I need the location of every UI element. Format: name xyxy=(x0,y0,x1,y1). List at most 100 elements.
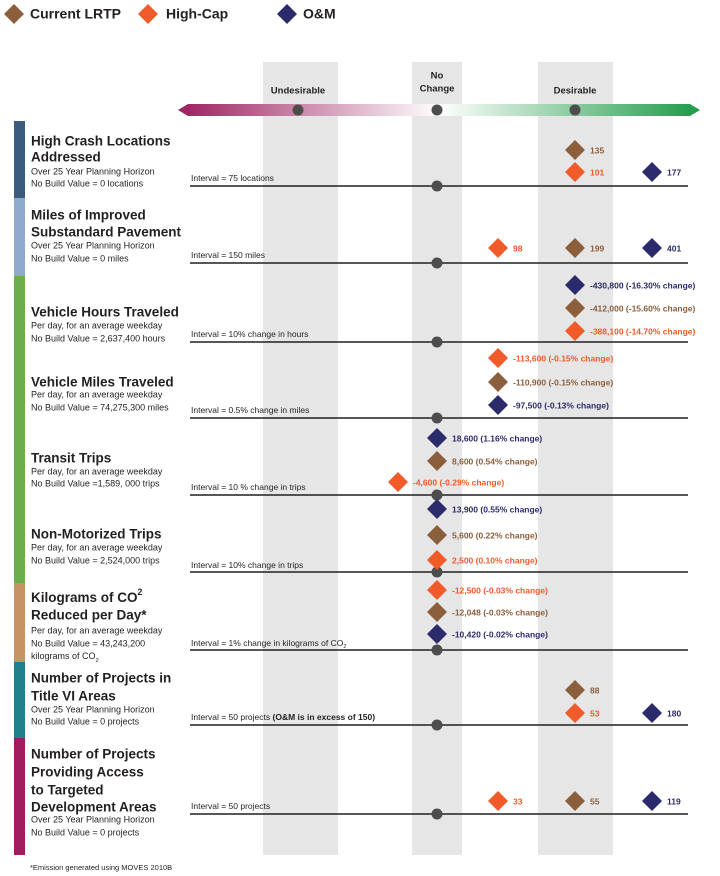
marker xyxy=(488,348,508,368)
row-color-bar xyxy=(14,276,25,352)
row-subtitle: No Build Value = 74,275,300 miles xyxy=(31,402,169,412)
scale-dot xyxy=(292,104,304,116)
row-title-part: Kilograms of CO xyxy=(31,590,138,605)
marker-label: 401 xyxy=(667,243,681,253)
scale-dot xyxy=(569,104,581,116)
row-title: High Crash Locations xyxy=(31,134,171,149)
scale-label: Change xyxy=(420,84,455,95)
row-title: Miles of Improved xyxy=(31,208,146,223)
interval-note-part: Interval = 50 projects xyxy=(191,712,273,722)
no-change-dot xyxy=(431,566,443,578)
row-subtitle: Per day, for an average weekday xyxy=(31,320,163,330)
no-change-dot xyxy=(431,489,443,501)
interval-note-part: 2 xyxy=(343,644,346,650)
legend-label: High-Cap xyxy=(166,6,228,22)
row-title: Development Areas xyxy=(31,800,157,815)
row-subtitle: No Build Value = 0 projects xyxy=(31,827,140,837)
marker-label: -12,048 (-0.03% change) xyxy=(452,607,548,617)
marker-label: -4,600 (-0.29% change) xyxy=(413,477,504,487)
interval-note-part: Interval = 0.5% change in miles xyxy=(191,405,309,415)
no-change-dot xyxy=(431,257,443,269)
legend-label: O&M xyxy=(303,6,336,22)
marker-label: -110,900 (-0.15% change) xyxy=(513,377,613,387)
marker xyxy=(488,238,508,258)
row-subtitle: Per day, for an average weekday xyxy=(31,542,163,552)
interval-note: Interval = 10% change in hours xyxy=(191,329,308,339)
row-color-bar xyxy=(14,662,25,738)
marker xyxy=(388,472,408,492)
marker-label: -97,500 (-0.13% change) xyxy=(513,400,609,410)
row-title: Providing Access xyxy=(31,765,144,780)
row-subtitle: No Build Value = 2,637,400 hours xyxy=(31,333,166,343)
marker-label: -113,600 (-0.15% change) xyxy=(513,353,613,363)
row-color-bar xyxy=(14,198,25,276)
interval-note-part: Interval = 150 miles xyxy=(191,250,265,260)
interval-note-part: Interval = 75 locations xyxy=(191,173,274,183)
row-title-part: 2 xyxy=(138,587,143,597)
row-subtitle: No Build Value = 0 locations xyxy=(31,178,144,188)
row-title: Substandard Pavement xyxy=(31,225,182,240)
row-subtitle: Over 25 Year Planning Horizon xyxy=(31,814,155,824)
interval-note-part: Interval = 10% change in hours xyxy=(191,329,308,339)
no-change-dot xyxy=(431,644,443,656)
interval-note: Interval = 50 projects xyxy=(191,801,270,811)
no-change-dot xyxy=(431,808,443,820)
row-title: Non-Motorized Trips xyxy=(31,527,162,542)
marker xyxy=(565,703,585,723)
marker-label: 2,500 (0.10% change) xyxy=(452,555,538,565)
row-title: to Targeted xyxy=(31,783,104,798)
marker xyxy=(565,680,585,700)
row-subtitle: kilograms of CO2 xyxy=(31,651,99,663)
marker xyxy=(427,499,447,519)
row-title: Number of Projects in xyxy=(31,671,171,686)
marker xyxy=(488,395,508,415)
marker-label: 88 xyxy=(590,685,600,695)
row-subtitle: No Build Value = 0 projects xyxy=(31,716,140,726)
marker xyxy=(427,580,447,600)
undesirable-column xyxy=(263,62,338,855)
marker-label: 180 xyxy=(667,708,681,718)
row-title: Transit Trips xyxy=(31,451,111,466)
marker-label: 101 xyxy=(590,167,604,177)
marker-label: 8,600 (0.54% change) xyxy=(452,456,538,466)
row-color-bar xyxy=(14,583,25,662)
interval-note: Interval = 1% change in kilograms of CO2 xyxy=(191,638,346,650)
marker xyxy=(565,140,585,160)
interval-note: Interval = 150 miles xyxy=(191,250,265,260)
no-change-dot xyxy=(431,719,443,731)
marker-label: 177 xyxy=(667,167,681,177)
legend-marker xyxy=(138,4,158,24)
row-title: Addressed xyxy=(31,150,101,165)
row-title: Title VI Areas xyxy=(31,689,116,704)
legend-marker xyxy=(277,4,297,24)
legend-label: Current LRTP xyxy=(30,6,121,22)
marker-label: 33 xyxy=(513,796,523,806)
interval-note: Interval = 10% change in trips xyxy=(191,560,303,570)
marker xyxy=(427,525,447,545)
row-title: Vehicle Miles Traveled xyxy=(31,375,174,390)
scale-label: Undesirable xyxy=(271,86,325,97)
marker-label: -412,000 (-15.60% change) xyxy=(590,303,696,313)
marker xyxy=(565,275,585,295)
row-subtitle: Per day, for an average weekday xyxy=(31,466,163,476)
row-subtitle: Per day, for an average weekday xyxy=(31,389,163,399)
marker-label: 5,600 (0.22% change) xyxy=(452,530,538,540)
marker xyxy=(427,624,447,644)
marker xyxy=(642,162,662,182)
interval-note-part: Interval = 1% change in kilograms of CO xyxy=(191,638,344,648)
marker xyxy=(565,238,585,258)
interval-note-part: (O&M is in excess of 150) xyxy=(273,712,376,722)
marker-label: -10,420 (-0.02% change) xyxy=(452,629,548,639)
marker xyxy=(642,238,662,258)
marker-label: 53 xyxy=(590,708,600,718)
row-subtitle: Over 25 Year Planning Horizon xyxy=(31,704,155,714)
marker xyxy=(427,550,447,570)
row-subtitle-part: 2 xyxy=(96,658,99,664)
footnote: *Emission generated using MOVES 2010B xyxy=(30,863,172,872)
marker xyxy=(427,451,447,471)
legend-marker xyxy=(4,4,24,24)
row-subtitle-part: kilograms of CO xyxy=(31,651,96,661)
row-color-bar xyxy=(14,738,25,855)
row-title: Vehicle Hours Traveled xyxy=(31,305,179,320)
